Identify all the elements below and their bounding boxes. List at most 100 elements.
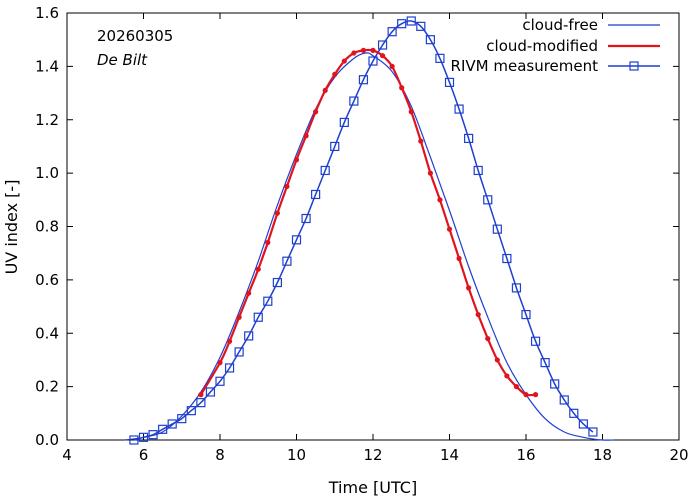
rivm-measurement-point (511, 283, 522, 293)
rivm-measurement-point (129, 435, 139, 445)
x-tick-label: 14 (440, 446, 459, 464)
x-tick-label: 18 (593, 446, 612, 464)
rivm-measurement-point (253, 312, 263, 322)
x-tick-label: 10 (287, 446, 306, 464)
cloud-modified-point (532, 392, 539, 398)
cloud-modified-point (513, 384, 520, 390)
rivm-measurement-point (454, 104, 464, 114)
rivm-measurement-point (215, 376, 225, 386)
rivm-measurement-point (569, 408, 579, 418)
x-axis-title: Time [UTC] (328, 478, 417, 497)
rivm-measurement-point (473, 165, 483, 176)
rivm-measurement-point (224, 363, 235, 373)
rivm-measurement-point (158, 424, 168, 434)
rivm-measurement-point (464, 133, 474, 144)
legend-marker-rivm-measurement (629, 61, 639, 71)
cloud-modified-point (466, 285, 472, 291)
y-tick-label: 0.4 (35, 324, 59, 342)
cloud-modified-point (475, 311, 481, 318)
rivm-measurement-point (397, 19, 407, 29)
rivm-measurement-point (387, 27, 397, 37)
rivm-measurement-point (167, 419, 177, 429)
cloud-modified-point (351, 50, 357, 56)
cloud-modified-point (389, 63, 395, 69)
cloud-modified-point (485, 335, 491, 342)
y-tick-label: 0.8 (35, 218, 59, 236)
rivm-measurement-point (530, 336, 541, 346)
cloud-modified-point (437, 197, 443, 203)
cloud-modified-point (226, 338, 233, 344)
rivm-measurement-point (234, 347, 244, 357)
rivm-measurement-point (578, 419, 588, 429)
cloud-modified-point (274, 210, 280, 216)
cloud-modified-point (504, 373, 510, 379)
cloud-modified-point (217, 360, 223, 366)
rivm-measurement-point (205, 387, 216, 397)
rivm-measurement-point (339, 117, 349, 128)
rivm-measurement-point (377, 40, 388, 50)
cloud-modified-point (313, 109, 319, 115)
rivm-measurement-point (483, 195, 493, 205)
legend-label-rivm-measurement: RIVM measurement (451, 57, 599, 75)
date-annotation: 20260305 (97, 27, 173, 45)
cloud-modified-point (523, 392, 529, 398)
rivm-measurement-point (502, 253, 512, 264)
cloud-modified-point (408, 109, 414, 115)
rivm-measurement-point (330, 141, 340, 152)
series-line-cloud-modified (199, 48, 536, 397)
cloud-modified-point (494, 357, 500, 363)
cloud-modified-point (427, 170, 433, 176)
rivm-measurement-point (301, 213, 311, 224)
series-line-cloud-free (124, 52, 615, 441)
rivm-measurement-point (148, 430, 158, 440)
rivm-measurement-point (196, 398, 206, 408)
cloud-modified-point (332, 71, 338, 77)
cloud-modified-point (322, 87, 328, 93)
cloud-modified-point (236, 314, 242, 320)
rivm-measurement-point (138, 432, 149, 442)
y-tick-label: 1.2 (35, 111, 59, 129)
rivm-measurement-point (444, 77, 455, 87)
x-tick-label: 6 (139, 446, 149, 464)
rivm-measurement-point (186, 406, 196, 416)
cloud-modified-point (446, 226, 453, 232)
y-tick-label: 0.2 (35, 378, 59, 396)
series-layer (124, 16, 615, 445)
rivm-measurement-point (282, 256, 292, 266)
cloud-modified-point (246, 290, 252, 296)
rivm-measurement-point (320, 165, 330, 176)
rivm-measurement-point (368, 56, 378, 66)
rivm-measurement-point (550, 379, 560, 389)
rivm-measurement-point (291, 235, 302, 245)
cloud-modified-point (293, 157, 300, 163)
x-tick-label: 16 (516, 446, 535, 464)
x-tick-label: 8 (215, 446, 225, 464)
axis-ticks: 4 6 8 10 12 14 16 18 20 0.0 0.2 0.4 0.6 0.8 1.0 1.2 1.4 1… (35, 4, 688, 464)
cloud-modified-point (284, 183, 290, 190)
cloud-modified-point (418, 138, 424, 144)
rivm-measurement-point (406, 16, 416, 26)
x-tick-label: 4 (62, 446, 72, 464)
y-tick-label: 1.6 (35, 4, 59, 22)
rivm-measurement-point (416, 21, 426, 31)
x-tick-label: 12 (363, 446, 382, 464)
y-axis-title: UV index [-] (2, 180, 21, 275)
cloud-modified-point (341, 58, 347, 64)
station-annotation: De Bilt (97, 51, 148, 69)
rivm-measurement-point (358, 75, 369, 85)
y-tick-label: 1.4 (35, 57, 59, 75)
rivm-measurement-point (588, 427, 598, 437)
cloud-modified-point (370, 47, 376, 53)
cloud-modified-point (255, 266, 261, 272)
legend-label-cloud-free: cloud-free (522, 16, 598, 34)
cloud-modified-point (456, 255, 462, 262)
y-tick-label: 0.6 (35, 271, 59, 289)
cloud-modified-point (198, 392, 204, 398)
rivm-measurement-point (349, 96, 359, 106)
cloud-modified-point (399, 85, 405, 91)
cloud-modified-point (265, 239, 271, 246)
cloud-modified-point (303, 133, 309, 139)
cloud-modified-point (360, 47, 367, 53)
rivm-measurement-point (244, 331, 254, 341)
